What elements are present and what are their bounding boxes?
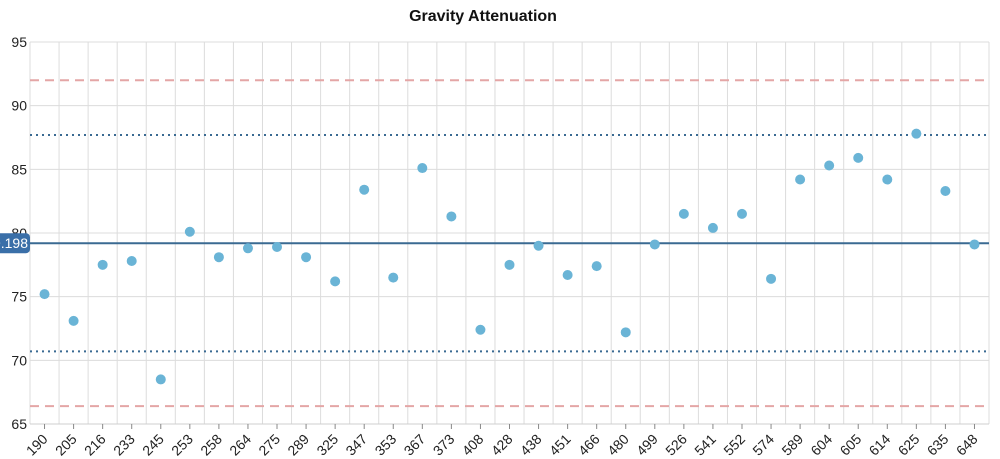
x-tick-label: 480 [604, 431, 632, 459]
x-tick-label: 574 [749, 431, 777, 459]
mean-badge-label: 79.198 [0, 235, 28, 251]
x-tick-label: 289 [284, 431, 312, 459]
data-point [68, 315, 79, 326]
x-tick-label: 233 [110, 431, 138, 459]
data-point [446, 211, 457, 222]
data-point [504, 259, 515, 270]
data-point [533, 240, 544, 251]
chart-title: Gravity Attenuation [409, 8, 557, 25]
data-point [126, 256, 137, 267]
y-tick-label: 85 [11, 161, 27, 177]
data-point [97, 259, 108, 270]
data-point [969, 239, 980, 250]
data-point [795, 174, 806, 185]
x-tick-label: 552 [720, 431, 748, 459]
x-tick-label: 216 [81, 431, 109, 459]
x-tick-label: 614 [866, 431, 894, 459]
x-tick-label: 408 [459, 431, 487, 459]
data-point [707, 222, 718, 233]
x-tick-label: 526 [662, 431, 690, 459]
data-point [39, 289, 50, 300]
x-tick-label: 428 [488, 431, 516, 459]
data-point [272, 242, 283, 253]
y-tick-label: 65 [11, 416, 27, 432]
data-point [562, 270, 573, 281]
data-point [882, 174, 893, 185]
x-tick-label: 451 [546, 431, 574, 459]
data-points [39, 128, 980, 385]
x-tick-label: 604 [807, 431, 835, 459]
x-tick-label: 190 [23, 431, 51, 459]
data-point [678, 208, 689, 219]
y-tick-label: 95 [11, 34, 27, 50]
reference-lines [30, 79, 989, 408]
x-tick-label: 258 [197, 431, 225, 459]
x-tick-label: 466 [575, 431, 603, 459]
x-tick-label: 325 [313, 431, 341, 459]
x-tick-label: 373 [430, 431, 458, 459]
data-point [417, 163, 428, 174]
x-tick-label: 605 [837, 431, 865, 459]
data-point [940, 185, 951, 196]
x-tick-label: 245 [139, 431, 167, 459]
x-tick-label: 353 [372, 431, 400, 459]
x-tick-label: 275 [255, 431, 283, 459]
data-point [620, 327, 631, 338]
x-tick-label: 264 [226, 431, 254, 459]
data-point [766, 273, 777, 284]
mean-badge [0, 233, 30, 254]
data-point [155, 374, 166, 385]
y-tick-label: 90 [11, 98, 27, 114]
x-tick-label: 625 [895, 431, 923, 459]
x-tick-label: 367 [401, 431, 429, 459]
data-point [649, 239, 660, 250]
x-tick-label: 347 [342, 431, 370, 459]
data-point [388, 272, 399, 283]
x-tick-label: 253 [168, 431, 196, 459]
mean-badge-group: 79.198 [0, 233, 30, 254]
x-axis-ticks: 190 205 216 233 245 253 258 264 275 289 325 347 353 3… [23, 424, 981, 459]
data-point [242, 243, 253, 254]
data-point [184, 226, 195, 237]
data-point [359, 184, 370, 195]
data-point [301, 252, 312, 263]
data-point [736, 208, 747, 219]
data-point [824, 160, 835, 171]
x-tick-label: 635 [924, 431, 952, 459]
y-tick-label: 75 [11, 289, 27, 305]
data-point [213, 252, 224, 263]
x-tick-label: 205 [52, 431, 80, 459]
data-point [475, 324, 486, 335]
data-point [330, 276, 341, 287]
data-point [911, 128, 922, 139]
data-point [853, 152, 864, 163]
y-tick-label: 70 [11, 352, 27, 368]
x-tick-label: 541 [691, 431, 719, 459]
x-tick-label: 589 [778, 431, 806, 459]
x-tick-label: 499 [633, 431, 661, 459]
x-tick-label: 438 [517, 431, 545, 459]
data-point [591, 261, 602, 272]
grid [29, 41, 990, 425]
x-tick-label: 648 [953, 431, 981, 459]
